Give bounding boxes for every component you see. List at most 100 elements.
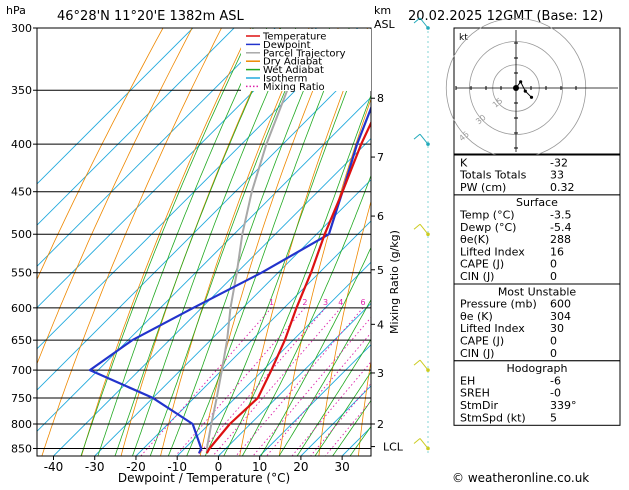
table-row-value: 5 <box>550 411 557 424</box>
wind-barb-flag <box>413 17 421 24</box>
height-tick-label: LCL <box>383 441 404 454</box>
table-row-label: CIN (J) <box>460 270 494 283</box>
temperature-tick-label: -30 <box>85 460 105 474</box>
table-row-label: Totals Totals <box>459 169 527 182</box>
hodograph-unit-label: kt <box>459 33 468 43</box>
table-row-value: 339° <box>550 399 577 412</box>
pressure-tick-label: 300 <box>11 22 32 35</box>
wind-barb-flag <box>413 359 421 366</box>
height-tick-label: 6 <box>377 210 384 223</box>
index-tables: K -32 Totals Totals 33 PW (cm) 0.32 SurfaceTem… <box>453 154 621 426</box>
wet-adiabat-line <box>260 246 371 456</box>
dry-adiabat-line <box>278 97 371 456</box>
table-row-label: CIN (J) <box>460 347 494 360</box>
dry-adiabat-line <box>81 28 252 456</box>
isotherm-line <box>53 137 371 456</box>
mixing-ratio-line <box>140 307 272 456</box>
date-title: 20.02.2025 12GMT (Base: 12) <box>408 9 603 24</box>
table-row-label: PW (cm) <box>460 181 506 194</box>
hodograph-point <box>523 89 527 93</box>
km-label: km <box>374 4 391 17</box>
table-row-label: K <box>460 156 468 169</box>
wind-barb-flag <box>413 133 421 140</box>
table-frame <box>453 360 621 426</box>
legend-label: Dewpoint <box>263 40 311 51</box>
legend-label: Wet Adiabat <box>263 65 324 76</box>
wind-barb-shaft <box>419 17 429 29</box>
isotherm-line <box>37 28 194 185</box>
hodograph-point <box>513 85 519 91</box>
table-row-value: -5.4 <box>550 221 571 234</box>
wind-barb-shaft <box>419 359 429 371</box>
mixing-ratio-label: 3 <box>323 298 328 307</box>
legend-label: Isotherm <box>263 74 307 85</box>
table-row-label: Lifted Index <box>460 322 525 335</box>
hodograph-frame <box>453 27 621 155</box>
isotherm-line <box>37 28 235 226</box>
legend-label: Dry Adiabat <box>263 57 322 68</box>
temperature-tick-label: -10 <box>167 460 187 474</box>
mixing-ratio-line <box>212 307 342 456</box>
dry-adiabat-line <box>318 199 371 456</box>
table-row-label: CAPE (J) <box>460 258 504 271</box>
hodograph-point <box>529 95 534 99</box>
table-row-value: 288 <box>550 233 571 246</box>
mixing-ratio-label: 1 <box>269 298 274 307</box>
mixing-ratio-line <box>324 400 371 456</box>
temperature-tick-label: -20 <box>126 460 146 474</box>
mixing-ratio-line <box>174 307 306 456</box>
mixing-ratio-axis-title: Mixing Ratio (g/kg) <box>388 230 401 334</box>
mixing-ratio-line <box>196 307 326 456</box>
height-tick-label: 8 <box>377 92 384 105</box>
table-row-value: 0 <box>550 347 557 360</box>
table-row-value: -0 <box>550 387 561 400</box>
wet-adiabat-line <box>186 28 350 456</box>
table-row-value: 16 <box>550 245 564 258</box>
table-frame <box>453 194 621 285</box>
pressure-tick-label: 650 <box>11 334 32 347</box>
wind-barb-dot <box>426 368 430 372</box>
table-row-value: 0 <box>550 335 557 348</box>
height-tick-label: 3 <box>377 367 384 380</box>
height-tick-label: 5 <box>377 264 384 277</box>
pressure-tick-label: 450 <box>11 186 32 199</box>
plot-frame <box>36 27 372 457</box>
table-row-value: 0 <box>550 270 557 283</box>
isotherm-line <box>37 55 371 391</box>
mixing-ratio-line <box>309 382 371 456</box>
height-axis: 8 7 6 5 4 3 2 LCL <box>371 92 404 454</box>
x-axis-title: Dewpoint / Temperature (°C) <box>118 471 290 485</box>
table-row-value: 0 <box>550 258 557 271</box>
table-row-label: StmSpd (kt) <box>460 411 526 424</box>
wet-adiabat-line <box>223 94 371 456</box>
dry-adiabat-line <box>37 28 193 365</box>
table-row-value: 33 <box>550 169 564 182</box>
wind-barb-dot <box>426 446 430 451</box>
mixing-ratio-label: 20 <box>429 298 439 307</box>
table-row-label: EH <box>460 374 475 387</box>
legend-label: Parcel Trajectory <box>263 48 346 59</box>
dewpoint-line <box>88 105 371 454</box>
table-row-label: Pressure (mb) <box>460 298 537 311</box>
wind-barb-shaft <box>419 133 429 145</box>
table-row-value: -6 <box>550 374 561 387</box>
mixing-ratio-labels: 1 2 3 4 6 8 10 15 20 25 <box>269 298 439 307</box>
wet-adiabat-line <box>167 28 331 456</box>
height-tick-label: 2 <box>377 418 384 431</box>
temperature-line <box>205 120 371 454</box>
mixing-ratio-label: 4 <box>338 298 343 307</box>
dry-adiabat-line <box>199 28 339 456</box>
table-row-value: -3.5 <box>550 209 571 222</box>
legend-background <box>241 29 371 91</box>
table-row-label: Temp (°C) <box>459 209 515 222</box>
pressure-tick-label: 550 <box>11 267 32 280</box>
mixing-ratio-lines <box>140 307 371 456</box>
wind-barb-dot <box>426 142 430 146</box>
isotherm-line <box>218 302 371 456</box>
table-row-label: CAPE (J) <box>460 335 504 348</box>
table-row-label: StmDir <box>460 399 499 412</box>
pressure-tick-label: 400 <box>11 138 32 151</box>
wet-adiabat-line <box>278 298 371 456</box>
